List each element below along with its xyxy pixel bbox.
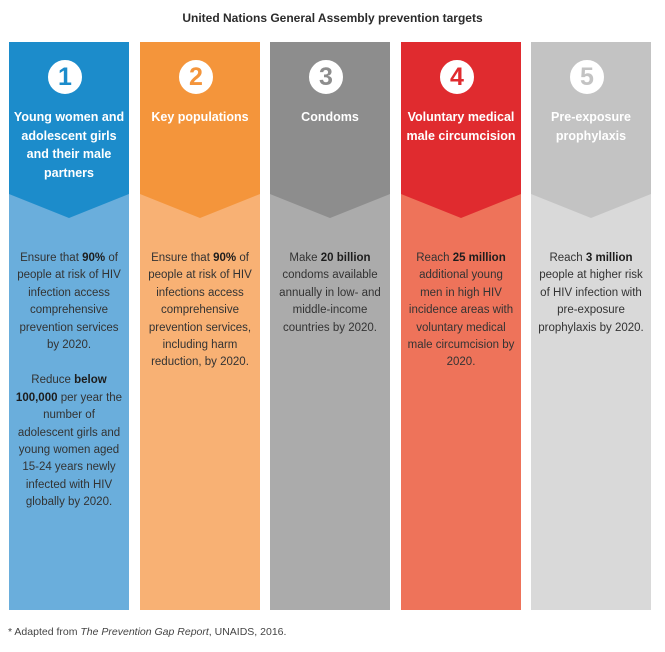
target-paragraph: Ensure that 90% of people at risk of HIV… [146, 250, 254, 372]
target-heading: Young women and adolescent girls and the… [13, 110, 125, 180]
target-text: of people at risk of HIV infections acce… [148, 252, 252, 369]
target-column-1: 1 Young women and adolescent girls and th… [9, 42, 129, 610]
target-figure: 25 million [452, 252, 506, 264]
target-heading: Voluntary medical male circumcision [406, 110, 516, 143]
target-column-5: 5 Pre-exposure prophylaxis Reach 3 million… [531, 42, 651, 610]
target-text: Reach [416, 252, 453, 264]
column-shape [140, 42, 260, 610]
target-text: people at higher risk of HIV infection w… [538, 269, 644, 334]
target-figure: 90% [82, 252, 106, 264]
column-header-arrow [140, 42, 260, 218]
column-header-arrow [531, 42, 651, 218]
target-description: Make 20 billion condoms available annual… [276, 250, 384, 355]
target-text: Ensure that [151, 252, 214, 264]
target-figure: 3 million [585, 252, 633, 264]
column-header-arrow [401, 42, 521, 218]
target-number-badge: 2 [179, 60, 213, 94]
column-body-panel [401, 192, 521, 610]
target-paragraph: Reach 3 million people at higher risk of… [537, 250, 645, 337]
target-number-badge: 3 [309, 60, 343, 94]
diagram-title: United Nations General Assembly preventi… [182, 11, 483, 25]
column-body-panel [270, 192, 390, 610]
target-paragraph: Ensure that 90% of people at risk of HIV… [15, 250, 123, 354]
target-heading: Pre-exposure prophylaxis [551, 110, 631, 143]
column-header-arrow [9, 42, 129, 218]
column-body-panel [140, 192, 260, 610]
target-figure: below 100,000 [15, 374, 107, 404]
column-shape [531, 42, 651, 610]
target-description: Reach 25 million additional young men in… [407, 250, 515, 390]
footnote-suffix: , UNAIDS, 2016. [208, 626, 287, 638]
target-paragraph: Make 20 billion condoms available annual… [276, 250, 384, 337]
target-heading: Key populations [151, 110, 249, 124]
target-number-badge: 5 [570, 60, 604, 94]
target-text: Reduce [31, 374, 75, 387]
column-shape [9, 42, 129, 610]
target-text: of people at risk of HIV infection acces… [17, 252, 121, 352]
target-column-4: 4 Voluntary medical male circumcision Reac… [401, 42, 521, 610]
target-text: additional young men in high HIV inciden… [407, 269, 515, 369]
target-text: Reach [549, 252, 586, 264]
target-number-badge: 1 [48, 60, 82, 94]
target-text: Ensure that [20, 252, 83, 264]
target-paragraph: Reduce below 100,000 per year the number… [15, 372, 123, 511]
column-header-arrow [270, 42, 390, 218]
target-text: per year the number of adolescent girls … [17, 391, 123, 509]
target-figure: 20 billion [320, 252, 371, 264]
target-paragraph: Reach 25 million additional young men in… [407, 250, 515, 372]
footnote-prefix: * Adapted from [8, 626, 81, 638]
target-figure: 90% [213, 252, 237, 264]
target-number-badge: 4 [440, 60, 474, 94]
target-heading: Condoms [301, 110, 359, 124]
target-description: Ensure that 90% of people at risk of HIV… [146, 250, 254, 390]
column-shape [270, 42, 390, 610]
target-description: Ensure that 90% of people at risk of HIV… [15, 250, 123, 530]
target-column-2: 2 Key populations Ensure that 90% of peopl… [140, 42, 260, 610]
footnote: * Adapted from The Prevention Gap Report… [8, 626, 286, 638]
column-body-panel [531, 192, 651, 610]
target-text: Make [289, 252, 321, 264]
target-text: condoms available annually in low- and m… [279, 269, 381, 334]
footnote-source-title: The Prevention Gap Report [80, 626, 209, 638]
column-body-panel [9, 192, 129, 610]
column-shape [401, 42, 521, 610]
target-description: Reach 3 million people at higher risk of… [537, 250, 645, 355]
target-column-3: 3 Condoms Make 20 billion condoms availabl… [270, 42, 390, 610]
